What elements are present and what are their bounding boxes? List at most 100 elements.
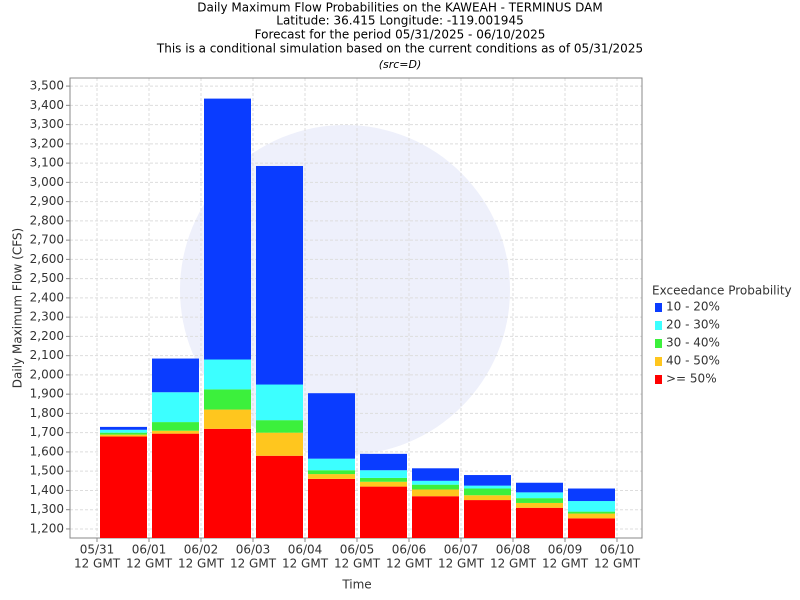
subtitle: Latitude: 36.415 Longitude: -119.001945 [276,14,523,28]
bar-segment [204,409,251,429]
y-tick-label: 2,600 [30,252,64,266]
bar-segment [516,492,563,499]
legend-swatch [655,321,662,330]
y-tick-label: 2,700 [30,233,64,247]
x-tick-label: 12 GMT [230,557,277,571]
bar-segment [412,468,459,481]
bar-segment [152,422,199,431]
legend-swatch [655,357,662,366]
x-tick-label: 06/02 [184,543,219,557]
y-tick-label: 3,200 [30,136,64,150]
bar-segment [360,486,407,538]
bar-segment [412,480,459,485]
legend-label: 40 - 50% [666,354,720,368]
x-tick-label: 06/01 [132,543,167,557]
bar-segment [568,518,615,538]
y-tick-label: 3,400 [30,98,64,112]
plot-frame [69,77,643,539]
y-tick-label: 1,400 [30,483,64,497]
bar-segment [308,478,355,538]
x-tick-label: 12 GMT [282,557,329,571]
bar-segment [516,502,563,508]
legend-swatch [655,303,662,312]
y-tick-label: 1,800 [30,406,64,420]
x-tick-label: 12 GMT [490,557,537,571]
x-tick-label: 12 GMT [126,557,173,571]
y-tick-label: 2,900 [30,194,64,208]
y-tick-label: 1,700 [30,425,64,439]
bar-segment [464,500,511,538]
x-tick-label: 06/09 [548,543,583,557]
y-tick-label: 1,900 [30,387,64,401]
subtitle: This is a conditional simulation based o… [156,42,643,56]
bar-segment [412,489,459,497]
x-tick-label: 12 GMT [542,557,589,571]
legend-swatch [655,375,662,384]
bar-segment [256,420,303,433]
x-tick-label: 06/05 [340,543,375,557]
subtitle: Forecast for the period 05/31/2025 - 06/… [255,28,546,42]
y-tick-label: 2,400 [30,290,64,304]
bar-segment [308,393,355,459]
bar-segment [204,428,251,538]
bar-segment [100,429,147,433]
y-tick-label: 1,600 [30,444,64,458]
source-note: (src=D) [379,58,422,71]
x-tick-label: 06/07 [444,543,479,557]
y-axis-label: Daily Maximum Flow (CFS) [11,228,25,388]
y-tick-label: 2,000 [30,367,64,381]
bar-segment [412,484,459,490]
y-tick-label: 3,500 [30,79,64,93]
bar-segment [516,507,563,538]
y-tick-label: 1,200 [30,521,64,535]
x-tick-label: 06/03 [236,543,271,557]
y-tick-label: 2,500 [30,271,64,285]
bar-segment [360,477,407,482]
x-tick-label: 05/31 [80,543,115,557]
x-axis-label: Time [341,578,371,592]
bar-segment [308,470,355,475]
bar-segment [152,430,199,434]
bar-segment [100,436,147,538]
bar-segment [568,513,615,519]
x-tick-label: 12 GMT [594,557,641,571]
bar-segment [360,470,407,478]
y-tick-label: 2,800 [30,213,64,227]
chart-title: Daily Maximum Flow Probabilities on the … [197,1,603,15]
legend-label: 20 - 30% [666,318,720,332]
bar-segment [256,432,303,456]
y-tick-label: 1,500 [30,464,64,478]
bar-segment [204,389,251,410]
bar-segment [100,432,147,435]
y-tick-label: 3,000 [30,175,64,189]
legend-label: 30 - 40% [666,336,720,350]
bar-segment [256,165,303,385]
bar-segment [516,498,563,503]
bar-segment [516,482,563,493]
legend-label: >= 50% [666,372,717,386]
y-tick-label: 3,300 [30,117,64,131]
x-tick-label: 06/10 [600,543,635,557]
bar-segment [464,475,511,486]
x-tick-label: 06/08 [496,543,531,557]
bar-segment [412,496,459,538]
bar-segment [204,359,251,390]
bar-segment [256,384,303,421]
legend-label: 10 - 20% [666,300,720,314]
bar-segment [152,358,199,393]
y-tick-label: 2,100 [30,348,64,362]
bar-segment [100,434,147,437]
y-tick-label: 1,300 [30,502,64,516]
y-tick-label: 2,200 [30,329,64,343]
bar-segment [568,511,615,514]
bar-segment [204,98,251,360]
bar-segment [464,485,511,489]
bar-segment [464,495,511,501]
bar-segment [360,453,407,471]
bar-segment [256,455,303,538]
x-tick-label: 12 GMT [386,557,433,571]
bar-segment [464,488,511,496]
y-tick-label: 3,100 [30,156,64,170]
x-tick-label: 12 GMT [438,557,485,571]
